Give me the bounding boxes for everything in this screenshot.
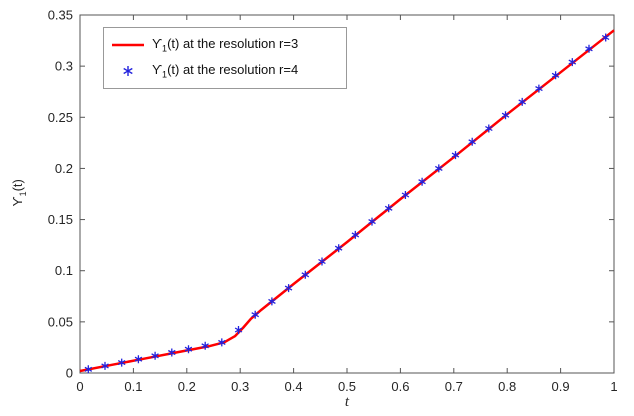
legend-entry-r4: ϒ1(t) at the resolution r=4 (104, 58, 346, 84)
red-line-sample-icon (104, 39, 152, 51)
x-tick-label: 0.6 (391, 379, 409, 394)
y-tick-label: 0 (66, 366, 73, 381)
y-tick-label: 0.1 (55, 263, 73, 278)
y-tick-label: 0.2 (55, 161, 73, 176)
y-axis-label: ϒ1(t) (10, 148, 28, 238)
x-tick-label: 0.3 (231, 379, 249, 394)
x-tick-label: 0 (76, 379, 83, 394)
y-axis-label-rest: (t) (10, 179, 26, 192)
y-tick-label: 0.25 (48, 110, 73, 125)
y-tick-label: 0.3 (55, 59, 73, 74)
legend-label-r3: ϒ1(t) at the resolution r=3 (152, 36, 299, 54)
legend: ϒ1(t) at the resolution r=3 ϒ1(t) at the… (103, 27, 347, 89)
y-tick-label: 0.15 (48, 212, 73, 227)
x-tick-label: 0.8 (498, 379, 516, 394)
y-axis-label-sub: 1 (17, 191, 28, 197)
x-tick-label: 0.4 (285, 379, 303, 394)
y-axis-label-symbol: ϒ (10, 196, 26, 207)
legend-entry-r3: ϒ1(t) at the resolution r=3 (104, 32, 346, 58)
x-axis-label: t (344, 394, 350, 410)
x-tick-label: 0.9 (552, 379, 570, 394)
y-tick-label: 0.05 (48, 314, 73, 329)
x-tick-label: 0.7 (445, 379, 463, 394)
x-tick-label: 0.5 (338, 379, 356, 394)
legend-label-r4: ϒ1(t) at the resolution r=4 (152, 62, 299, 80)
x-tick-label: 1 (610, 379, 617, 394)
x-tick-label: 0.1 (124, 379, 142, 394)
x-tick-label: 0.2 (178, 379, 196, 394)
asterisk-marker-icon (104, 64, 152, 78)
y-tick-label: 0.35 (48, 8, 73, 23)
scatter-series-r4 (84, 33, 610, 374)
